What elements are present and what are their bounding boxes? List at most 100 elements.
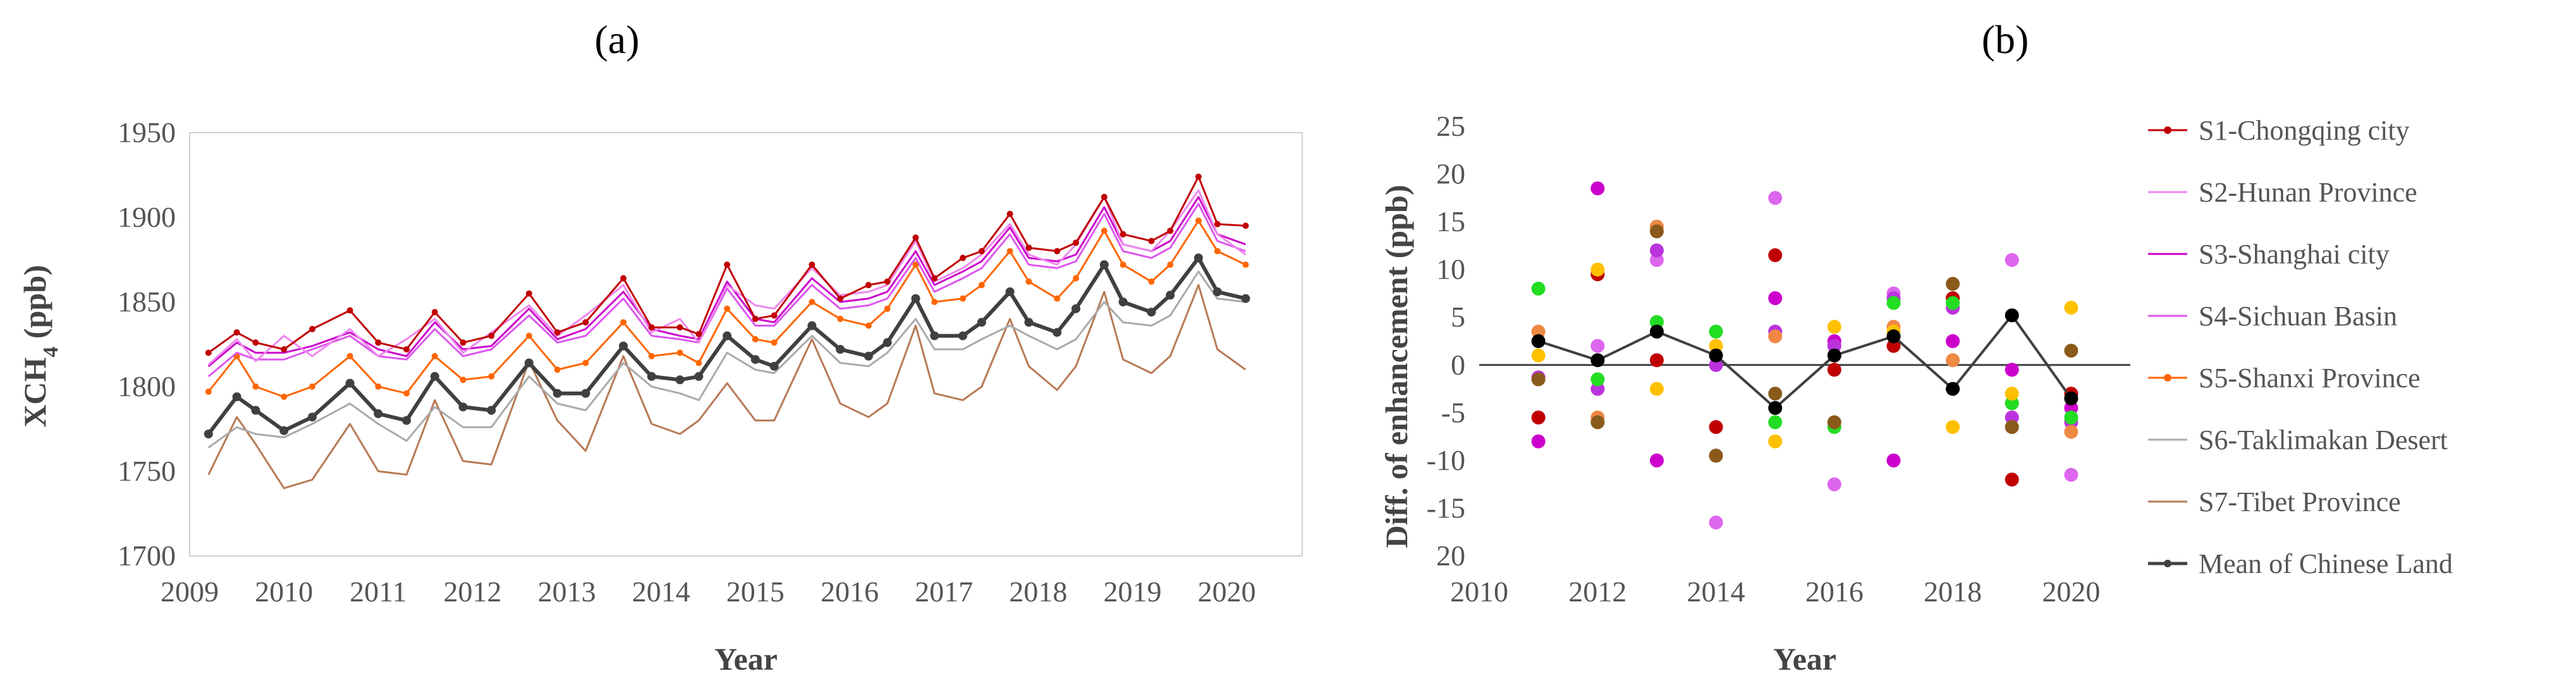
panel-b-data-point xyxy=(1946,334,1960,348)
panel-b-data-point xyxy=(2005,410,2019,425)
panel-b-data-point xyxy=(2064,425,2079,439)
panel-b-data-point xyxy=(1768,387,1783,401)
panel-b-data-point xyxy=(1946,353,1960,368)
panel-b-data-point xyxy=(1768,191,1783,205)
panel-b-y-axis-label: Diff. of enhancement (ppb) xyxy=(1379,185,1414,548)
panel-a-data-point xyxy=(1071,304,1080,313)
panel-a-data-point xyxy=(1167,262,1174,268)
panel-a-data-point xyxy=(552,389,562,398)
panel-a-data-point xyxy=(960,255,967,262)
panel-a-x-tick-label: 2016 xyxy=(821,575,879,608)
panel-b-mean-line xyxy=(1537,313,2073,410)
panel-b-data-point xyxy=(1531,281,1546,296)
panel-a-series-line xyxy=(207,196,1247,367)
panel-a-series xyxy=(204,173,1250,490)
panel-b-data-point xyxy=(1649,453,1664,467)
panel-a-data-point xyxy=(724,305,731,312)
panel-b-data-point xyxy=(1709,324,1723,339)
panel-a-data-point xyxy=(252,383,259,390)
panel-a-data-point xyxy=(865,322,872,329)
panel-b-data-point xyxy=(1827,320,1841,334)
panel-a-data-point xyxy=(675,375,685,385)
panel-a-data-point xyxy=(1006,210,1013,217)
panel-a-data-point xyxy=(1148,278,1155,285)
panel-a-data-point xyxy=(978,248,985,255)
panel-a-series-line xyxy=(207,203,1247,378)
legend-label: S1-Chongqing city xyxy=(2199,115,2410,146)
panel-b-data-point xyxy=(1531,348,1546,363)
panel-a-data-point xyxy=(525,290,532,297)
panel-b-data-point xyxy=(1531,324,1546,339)
panel-b-data-point xyxy=(2064,344,2079,358)
panel-a-data-point xyxy=(771,339,778,346)
panel-a-data-point xyxy=(930,331,939,340)
panel-a-data-point xyxy=(307,413,317,422)
panel-a-data-point xyxy=(620,319,627,326)
legend-label: Mean of Chinese Land xyxy=(2199,548,2453,579)
panel-a-data-point xyxy=(647,371,656,381)
panel-a-data-point xyxy=(346,307,353,314)
panel-b-data-point xyxy=(1590,339,1605,353)
panel-b-series-2 xyxy=(1531,191,2079,530)
panel-b-data-point xyxy=(1827,339,1841,353)
panel-b-series-mean xyxy=(1531,308,2079,415)
legend-label: S2-Hunan Province xyxy=(2199,177,2417,208)
panel-b-y-tick-label: -15 xyxy=(1427,491,1465,524)
panel-a-x-tick-label: 2017 xyxy=(915,575,973,608)
panel-a-data-point xyxy=(837,315,844,322)
legend-label: S6-Taklimakan Desert xyxy=(2199,425,2448,455)
panel-b-data-point xyxy=(1709,515,1723,530)
panel-b-data-point xyxy=(2064,301,2079,315)
legend-entry: S5-Shanxi Province xyxy=(2148,363,2420,394)
panel-a-data-point xyxy=(1073,239,1079,246)
panel-a-series-line xyxy=(207,256,1247,435)
panel-b-data-point xyxy=(2005,396,2019,411)
panel-b-data-point xyxy=(2005,387,2019,401)
panel-a-data-point xyxy=(581,389,590,398)
panel-b-data-point xyxy=(1886,453,1901,467)
panel-b-data-point xyxy=(1946,420,1960,434)
panel-a-y-tick-label: 1750 xyxy=(118,455,176,487)
panel-a-series-5 xyxy=(207,270,1246,449)
panel-a-data-point xyxy=(460,339,467,346)
panel-b-y-tick-label: 20 xyxy=(1436,158,1465,190)
panel-a-series-line xyxy=(207,284,1247,490)
panel-a-x-tick-label: 2010 xyxy=(255,575,313,608)
panel-a-data-point xyxy=(1073,275,1079,282)
panel-a-x-ticks: 2009 2010 2011 2012 2013 2014 2015 2016 2017 2018… xyxy=(161,575,1256,608)
panel-a-data-point xyxy=(1025,244,1032,251)
panel-a-data-point xyxy=(619,341,628,351)
panel-a-data-point xyxy=(252,339,259,346)
panel-b-mean-point xyxy=(1709,348,1723,363)
panel-a-data-point xyxy=(1195,217,1202,224)
panel-b-series-3 xyxy=(1531,181,2079,467)
panel-a-data-point xyxy=(281,394,288,401)
panel-a-data-point xyxy=(836,345,845,354)
panel-b-data-point xyxy=(1768,415,1783,430)
panel-b-y-tick-label: 5 xyxy=(1451,301,1465,333)
panel-a-data-point xyxy=(912,262,919,268)
panel-a-data-point xyxy=(723,331,732,340)
panel-a-data-point xyxy=(1147,308,1156,317)
panel-b-data-point xyxy=(1768,329,1783,344)
panel-a-data-point xyxy=(204,430,213,438)
panel-a-data-point xyxy=(205,389,212,395)
panel-a-data-point xyxy=(676,324,683,331)
panel-a-data-point xyxy=(402,416,412,425)
panel-b-y-tick-label: -10 xyxy=(1427,444,1465,476)
panel-a-series-line xyxy=(207,219,1247,398)
panel-b-data-point xyxy=(1886,339,1901,353)
panel-a-series-7 xyxy=(204,253,1250,438)
panel-a-data-point xyxy=(676,349,683,356)
panel-b-data-point xyxy=(1590,382,1605,396)
panel-b-data-point xyxy=(1709,339,1723,353)
panel-a-data-point xyxy=(346,353,353,359)
panel-a-y-tick-label: 1850 xyxy=(118,286,176,318)
panel-b-data-point xyxy=(1709,420,1723,434)
panel-a-data-point xyxy=(694,371,704,381)
panel-b-data-point xyxy=(1590,181,1605,196)
panel-a-data-point xyxy=(1006,248,1013,255)
panel-a-data-point xyxy=(232,392,241,402)
panel-a-data-point xyxy=(752,315,759,322)
